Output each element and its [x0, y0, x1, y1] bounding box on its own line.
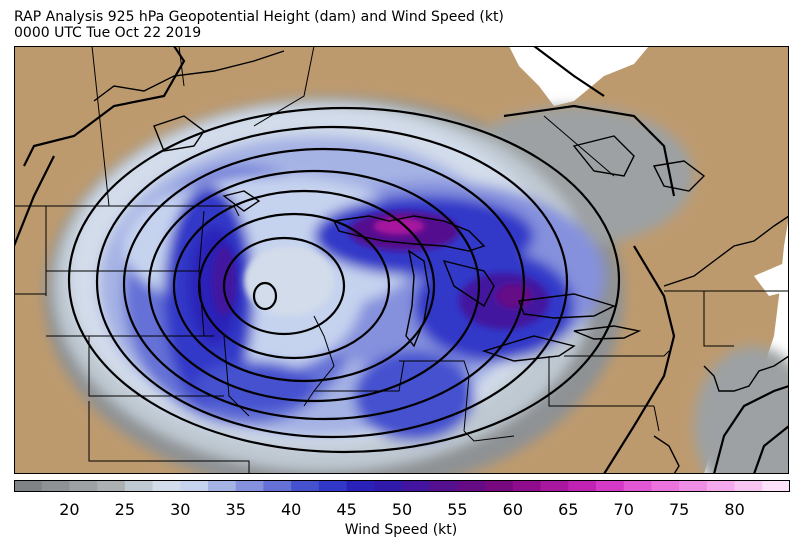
colorbar-tick-label: 55 [447, 500, 468, 519]
colorbar-tick-label: 60 [502, 500, 524, 519]
colorbar-tick-label: 70 [613, 500, 634, 519]
colorbar-bin [152, 480, 181, 492]
contour-4 [172, 189, 436, 383]
colorbar [14, 480, 790, 492]
colorbar-bin [596, 480, 625, 492]
political-boundaries [14, 46, 789, 474]
colorbar-bin [679, 480, 708, 492]
contour-2 [222, 236, 346, 336]
contour-6 [122, 147, 526, 421]
contour-12 [712, 384, 789, 474]
contour-5 [147, 169, 481, 403]
colorbar-bin [706, 480, 736, 492]
colorbar-bin [568, 480, 597, 492]
colorbar-tick-label: 20 [59, 500, 80, 519]
hudson-bay-water [509, 46, 649, 106]
colorbar-bin [651, 480, 680, 492]
colorbar-frame [14, 480, 790, 492]
colorbar-bin [623, 480, 652, 492]
colorbar-tick-label: 80 [724, 500, 745, 519]
colorbar-tick-label: 35 [225, 500, 246, 519]
colorbar-bin [346, 480, 375, 492]
colorbar-bin [263, 480, 292, 492]
colorbar-bin [540, 480, 569, 492]
colorbar-bin [374, 480, 403, 492]
colorbar-tick-label: 40 [280, 500, 302, 519]
colorbar-bin [762, 480, 790, 492]
colorbar-bin [291, 480, 320, 492]
coastlines-and-lakes [93, 50, 789, 474]
colorbar-bin [41, 480, 70, 492]
contour-3 [197, 212, 391, 360]
contour-7 [95, 125, 569, 439]
colorbar-bin [485, 480, 514, 492]
colorbar-tick-label: 65 [558, 500, 579, 519]
contour-10 [14, 155, 55, 247]
map-valid-time: 0000 UTC Tue Oct 22 2019 [14, 25, 202, 41]
contour-14 [503, 104, 676, 197]
colorbar-bin [208, 480, 237, 492]
contour-9 [23, 46, 186, 167]
colorbar-bin [180, 480, 209, 492]
colorbar-label: Wind Speed (kt) [344, 522, 458, 538]
colorbar-tick-label: 25 [114, 500, 136, 519]
wind-speed-map [14, 46, 789, 474]
colorbar-bin [402, 480, 431, 492]
contour-13 [752, 425, 789, 474]
contour-innermost [252, 281, 278, 311]
contour-11 [603, 245, 676, 474]
colorbar-bin [457, 480, 486, 492]
contour-8 [67, 106, 621, 454]
colorbar-bin [124, 480, 154, 492]
gulf-water [754, 261, 789, 296]
colorbar-bin [69, 480, 98, 492]
colorbar-bin [429, 480, 458, 492]
colorbar-bin [97, 480, 126, 492]
colorbar-bin [512, 480, 542, 492]
map-title: RAP Analysis 925 hPa Geopotential Height… [14, 9, 504, 25]
colorbar-bin [318, 480, 348, 492]
contour-15 [533, 46, 605, 97]
colorbar-tick-label: 30 [170, 500, 191, 519]
height-contours [14, 46, 789, 474]
map-frame [14, 46, 789, 474]
colorbar-bin [235, 480, 264, 492]
colorbar-tick-label: 45 [336, 500, 357, 519]
colorbar-bin [734, 480, 763, 492]
colorbar-tick-label: 75 [668, 500, 690, 519]
colorbar-bin [14, 480, 43, 492]
colorbar-tick-label: 50 [391, 500, 413, 519]
